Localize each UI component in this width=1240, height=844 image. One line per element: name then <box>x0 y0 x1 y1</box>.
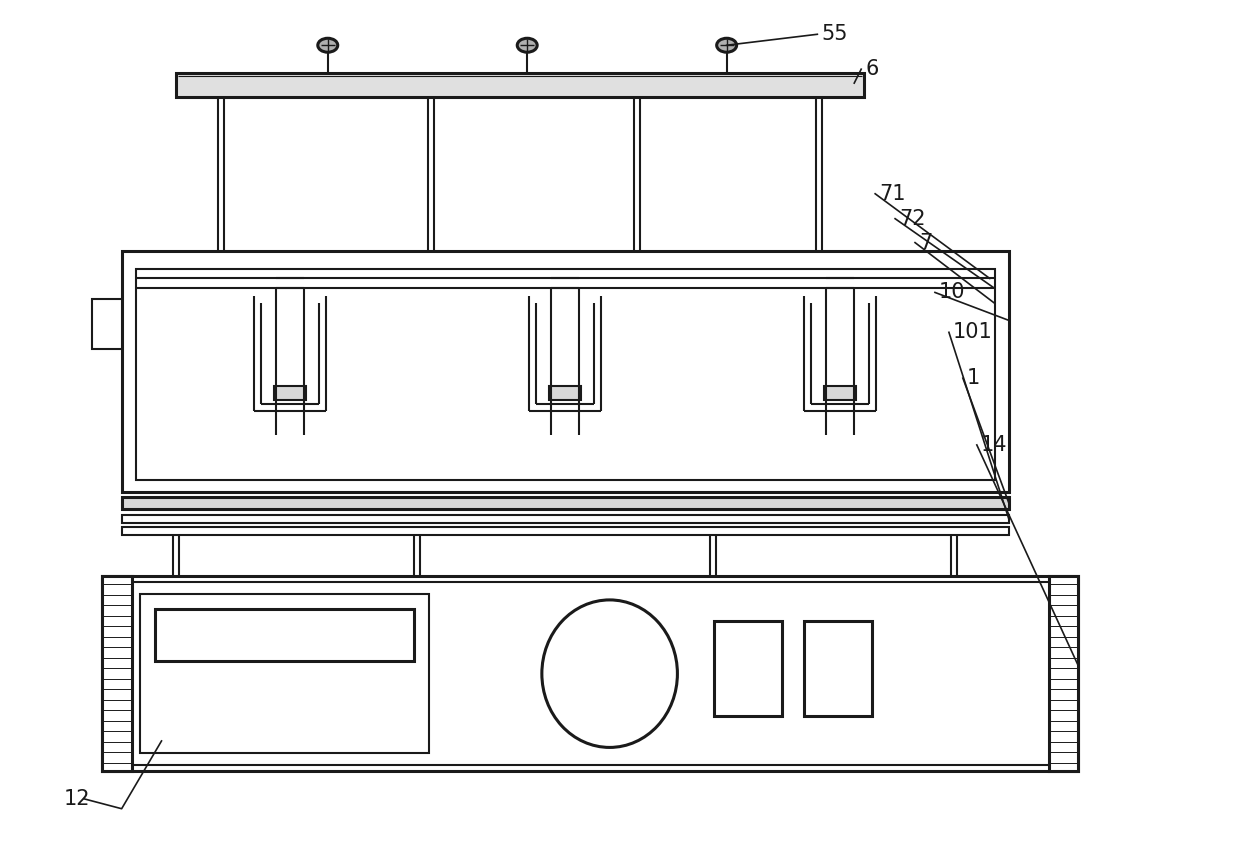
Text: 71: 71 <box>879 184 905 203</box>
Bar <box>122 497 1008 509</box>
Ellipse shape <box>542 600 677 748</box>
Bar <box>176 73 864 97</box>
Bar <box>102 576 131 771</box>
Bar <box>92 299 122 349</box>
Bar <box>122 527 1008 534</box>
Text: 12: 12 <box>63 789 91 809</box>
Text: 101: 101 <box>952 322 993 343</box>
Bar <box>122 515 1008 522</box>
Text: 72: 72 <box>899 208 925 229</box>
Text: 10: 10 <box>939 283 966 302</box>
Ellipse shape <box>317 38 337 52</box>
Bar <box>825 386 856 400</box>
Text: 7: 7 <box>919 233 932 252</box>
Bar <box>135 268 994 479</box>
Bar <box>1049 576 1079 771</box>
Text: 14: 14 <box>981 435 1007 455</box>
Bar <box>140 594 429 753</box>
Bar <box>122 251 1008 492</box>
Bar <box>714 621 782 716</box>
Text: 1: 1 <box>967 368 980 388</box>
Bar <box>108 582 1073 765</box>
Bar <box>804 621 872 716</box>
Bar <box>549 386 582 400</box>
Text: 55: 55 <box>821 24 848 44</box>
Ellipse shape <box>517 38 537 52</box>
Ellipse shape <box>717 38 737 52</box>
Bar <box>274 386 306 400</box>
Bar <box>155 609 414 661</box>
Text: 6: 6 <box>866 59 879 79</box>
Bar <box>102 576 1079 771</box>
